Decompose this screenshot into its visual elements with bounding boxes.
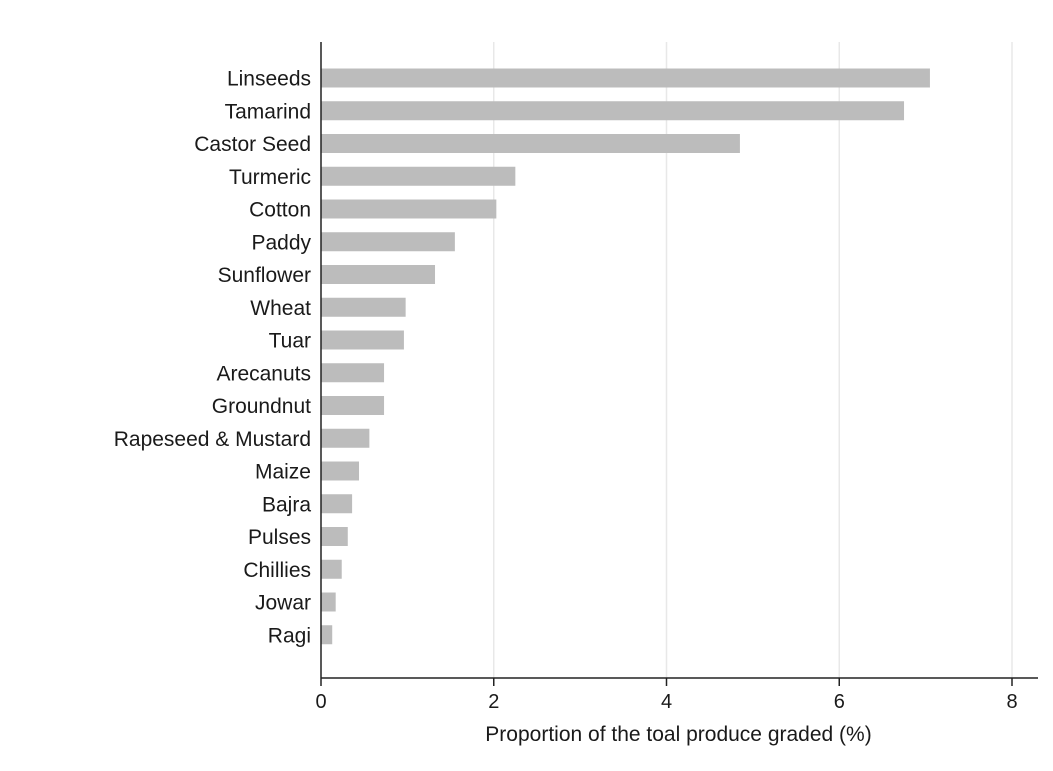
- category-label: Cotton: [249, 199, 311, 222]
- category-label: Groundnut: [212, 395, 311, 418]
- category-label: Maize: [255, 461, 311, 484]
- category-label: Paddy: [251, 231, 311, 254]
- category-label: Ragi: [268, 624, 311, 647]
- bar: [321, 428, 370, 448]
- category-label: Sunflower: [218, 264, 311, 287]
- axes: [320, 42, 1038, 679]
- category-label: Pulses: [248, 526, 311, 549]
- bar: [321, 559, 342, 579]
- bar: [321, 363, 385, 383]
- bars: [321, 68, 930, 645]
- category-label: Tuar: [269, 330, 311, 353]
- category-label: Castor Seed: [194, 133, 311, 156]
- bar: [321, 265, 436, 284]
- x-tick-label: 0: [315, 691, 326, 713]
- bar: [321, 494, 353, 514]
- category-label: Arecanuts: [216, 362, 311, 385]
- bar: [321, 396, 385, 415]
- x-tick-labels: 0 2 4 6 8: [315, 678, 1018, 713]
- x-tick-label: 8: [1006, 691, 1017, 713]
- x-tick-label: 6: [834, 691, 845, 713]
- bar: [321, 625, 333, 645]
- bar: [321, 134, 740, 153]
- bar: [321, 199, 497, 219]
- category-label: Wheat: [250, 297, 311, 320]
- category-label: Bajra: [262, 493, 311, 516]
- category-label: Jowar: [255, 592, 311, 615]
- category-label: Linseeds: [227, 68, 311, 91]
- bar: [321, 68, 930, 88]
- category-label: Rapeseed & Mustard: [114, 428, 311, 451]
- category-label: Turmeric: [229, 166, 311, 189]
- bar: [321, 592, 336, 612]
- bar: [321, 166, 516, 186]
- x-tick-label: 4: [661, 691, 672, 713]
- category-label: Tamarind: [225, 100, 311, 123]
- x-tick-label: 2: [488, 691, 499, 713]
- bar: [321, 330, 404, 350]
- bar: [321, 101, 905, 121]
- bar: [321, 232, 455, 252]
- category-labels: Linseeds Tamarind Castor Seed Turmeric Cotto…: [114, 68, 312, 648]
- x-axis-title: Proportion of the toal produce graded (%…: [485, 723, 871, 746]
- bar: [321, 461, 360, 481]
- bar: [321, 527, 348, 546]
- bar: [321, 297, 406, 317]
- category-label: Chillies: [243, 559, 311, 582]
